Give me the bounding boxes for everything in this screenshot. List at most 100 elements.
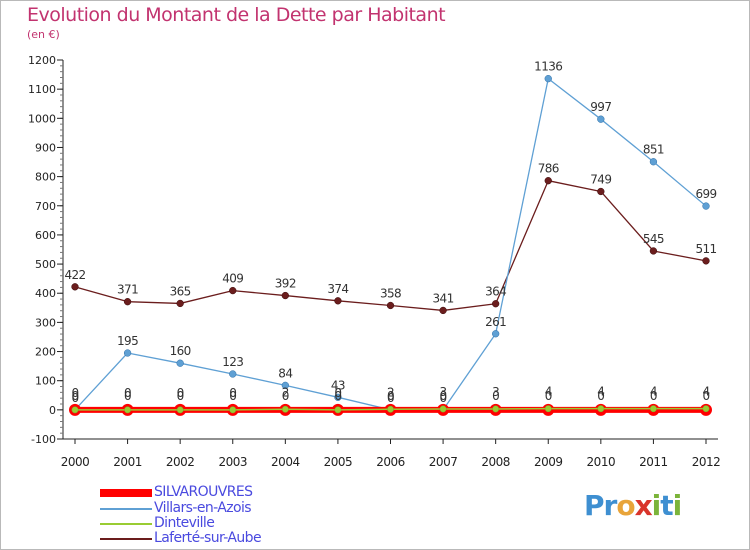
data-label-1: 0 — [71, 391, 78, 405]
data-label-2: 0 — [177, 386, 184, 400]
data-label-0: 0 — [545, 389, 552, 403]
logo-letter: P — [584, 489, 605, 522]
data-point-3 — [229, 286, 237, 295]
legend-label-villars-en-azois: Villars-en-Azois — [154, 500, 252, 516]
legend-label-dinteville: Dinteville — [154, 515, 215, 531]
legend-label-laferte-sur-aube: Laferté-sur-Aube — [154, 530, 262, 546]
data-point-2 — [649, 405, 657, 413]
data-label-3: 545 — [643, 232, 664, 246]
data-point-1 — [281, 381, 289, 390]
data-label-3: 341 — [433, 291, 454, 305]
data-label-2: 4 — [597, 385, 604, 399]
data-label-1: 160 — [170, 344, 191, 358]
x-tick-label: 2012 — [692, 455, 721, 469]
logo-letter: o — [616, 489, 635, 522]
data-label-1: 699 — [695, 187, 716, 201]
data-label-3: 365 — [170, 284, 191, 298]
data-label-3: 371 — [117, 283, 138, 297]
y-tick-label: 200 — [35, 346, 56, 359]
data-label-0: 0 — [702, 389, 709, 403]
y-tick-label: 100 — [35, 375, 56, 388]
data-label-0: 0 — [229, 389, 236, 403]
data-point-1 — [492, 330, 500, 338]
data-label-2: 0 — [229, 386, 236, 400]
data-label-0: 0 — [282, 389, 289, 403]
data-label-2: 0 — [334, 386, 341, 400]
data-point-2 — [176, 406, 184, 414]
data-label-3: 392 — [275, 277, 296, 291]
data-label-2: 4 — [650, 385, 657, 399]
series-3 — [71, 177, 710, 315]
data-label-2: 4 — [545, 385, 552, 399]
series-2 — [71, 405, 710, 414]
data-label-1: 43 — [331, 378, 345, 392]
y-tick-label: 1100 — [28, 83, 56, 96]
data-label-3: 511 — [695, 242, 716, 256]
x-tick-label: 2004 — [271, 455, 300, 469]
y-tick-label: 800 — [35, 171, 56, 184]
chart-title: Evolution du Montant de la Dette par Hab… — [27, 4, 446, 26]
data-label-3: 749 — [590, 172, 611, 186]
y-tick-label: 600 — [35, 229, 56, 242]
y-tick-label: 1000 — [28, 112, 56, 125]
data-label-2: 0 — [71, 386, 78, 400]
proxiti-logo: Proxiti — [584, 489, 682, 522]
data-point-3 — [71, 283, 79, 291]
data-point-1 — [597, 115, 605, 123]
data-point-2 — [439, 405, 447, 413]
data-point-2 — [597, 405, 605, 413]
logo-letter: i — [651, 489, 662, 522]
legend-label-silvarouvres: SILVAROUVRES — [154, 484, 253, 500]
data-label-1: 851 — [643, 143, 664, 157]
logo-letter: t — [660, 489, 673, 522]
data-label-1: 1136 — [534, 60, 562, 74]
data-label-0: 0 — [124, 389, 131, 403]
data-label-0: 0 — [334, 389, 341, 403]
legend-swatch-laferte-sur-aube — [100, 538, 152, 540]
data-point-1 — [123, 349, 132, 357]
data-label-0: 0 — [387, 389, 394, 403]
data-point-2 — [229, 406, 237, 414]
data-point-3 — [649, 247, 658, 255]
data-label-2: 0 — [124, 386, 131, 400]
data-point-3 — [544, 177, 552, 185]
y-tick-label: 0 — [49, 404, 56, 417]
x-tick-label: 2002 — [166, 455, 195, 469]
data-label-3: 409 — [222, 272, 243, 286]
y-tick-label: 300 — [35, 316, 56, 329]
series-layer — [69, 75, 712, 416]
series-1 — [71, 75, 710, 414]
data-label-2: 3 — [492, 385, 499, 399]
data-label-2: 3 — [440, 385, 447, 399]
data-label-2: 2 — [282, 385, 289, 399]
x-tick-label: 2010 — [587, 455, 616, 469]
data-point-1 — [649, 158, 658, 166]
data-label-3: 374 — [327, 282, 348, 296]
data-point-2 — [544, 405, 552, 413]
logo-letter: x — [634, 489, 653, 522]
data-point-3 — [123, 298, 132, 306]
data-label-0: 0 — [492, 389, 499, 403]
data-label-0: 0 — [597, 389, 604, 403]
data-point-1 — [702, 202, 710, 210]
data-label-1: 0 — [387, 391, 394, 405]
y-tick-label: 900 — [35, 141, 56, 154]
data-point-2 — [492, 405, 500, 413]
data-point-3 — [176, 299, 184, 308]
data-point-3 — [597, 187, 605, 196]
y-tick-label: 1200 — [28, 54, 56, 67]
data-label-2: 2 — [387, 385, 394, 399]
legend-swatch-dinteville — [100, 523, 152, 525]
data-label-0: 0 — [177, 389, 184, 403]
x-tick-label: 2001 — [113, 455, 142, 469]
x-tick-label: 2007 — [429, 455, 458, 469]
data-point-3 — [334, 297, 342, 305]
data-point-2 — [702, 405, 710, 413]
data-point-3 — [386, 301, 395, 310]
x-tick-label: 2005 — [324, 455, 353, 469]
x-tick-label: 2006 — [376, 455, 405, 469]
data-point-1 — [334, 393, 342, 401]
chart-subtitle: (en €) — [27, 28, 60, 41]
